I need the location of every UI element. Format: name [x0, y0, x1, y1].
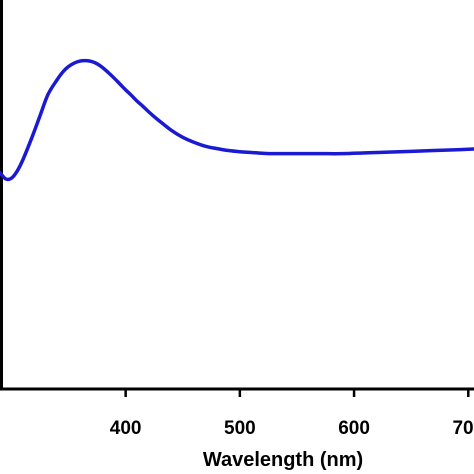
x-axis-ticks: 400 500 600 700 [110, 389, 474, 439]
series-line-0 [0, 58, 474, 182]
x-tick-label: 600 [338, 418, 370, 439]
series-group [0, 58, 474, 182]
x-tick-label: 400 [110, 418, 142, 439]
x-axis-title: Wavelength (nm) [203, 449, 363, 471]
x-tick-label: 700 [452, 418, 474, 439]
x-tick-label: 500 [224, 418, 256, 439]
